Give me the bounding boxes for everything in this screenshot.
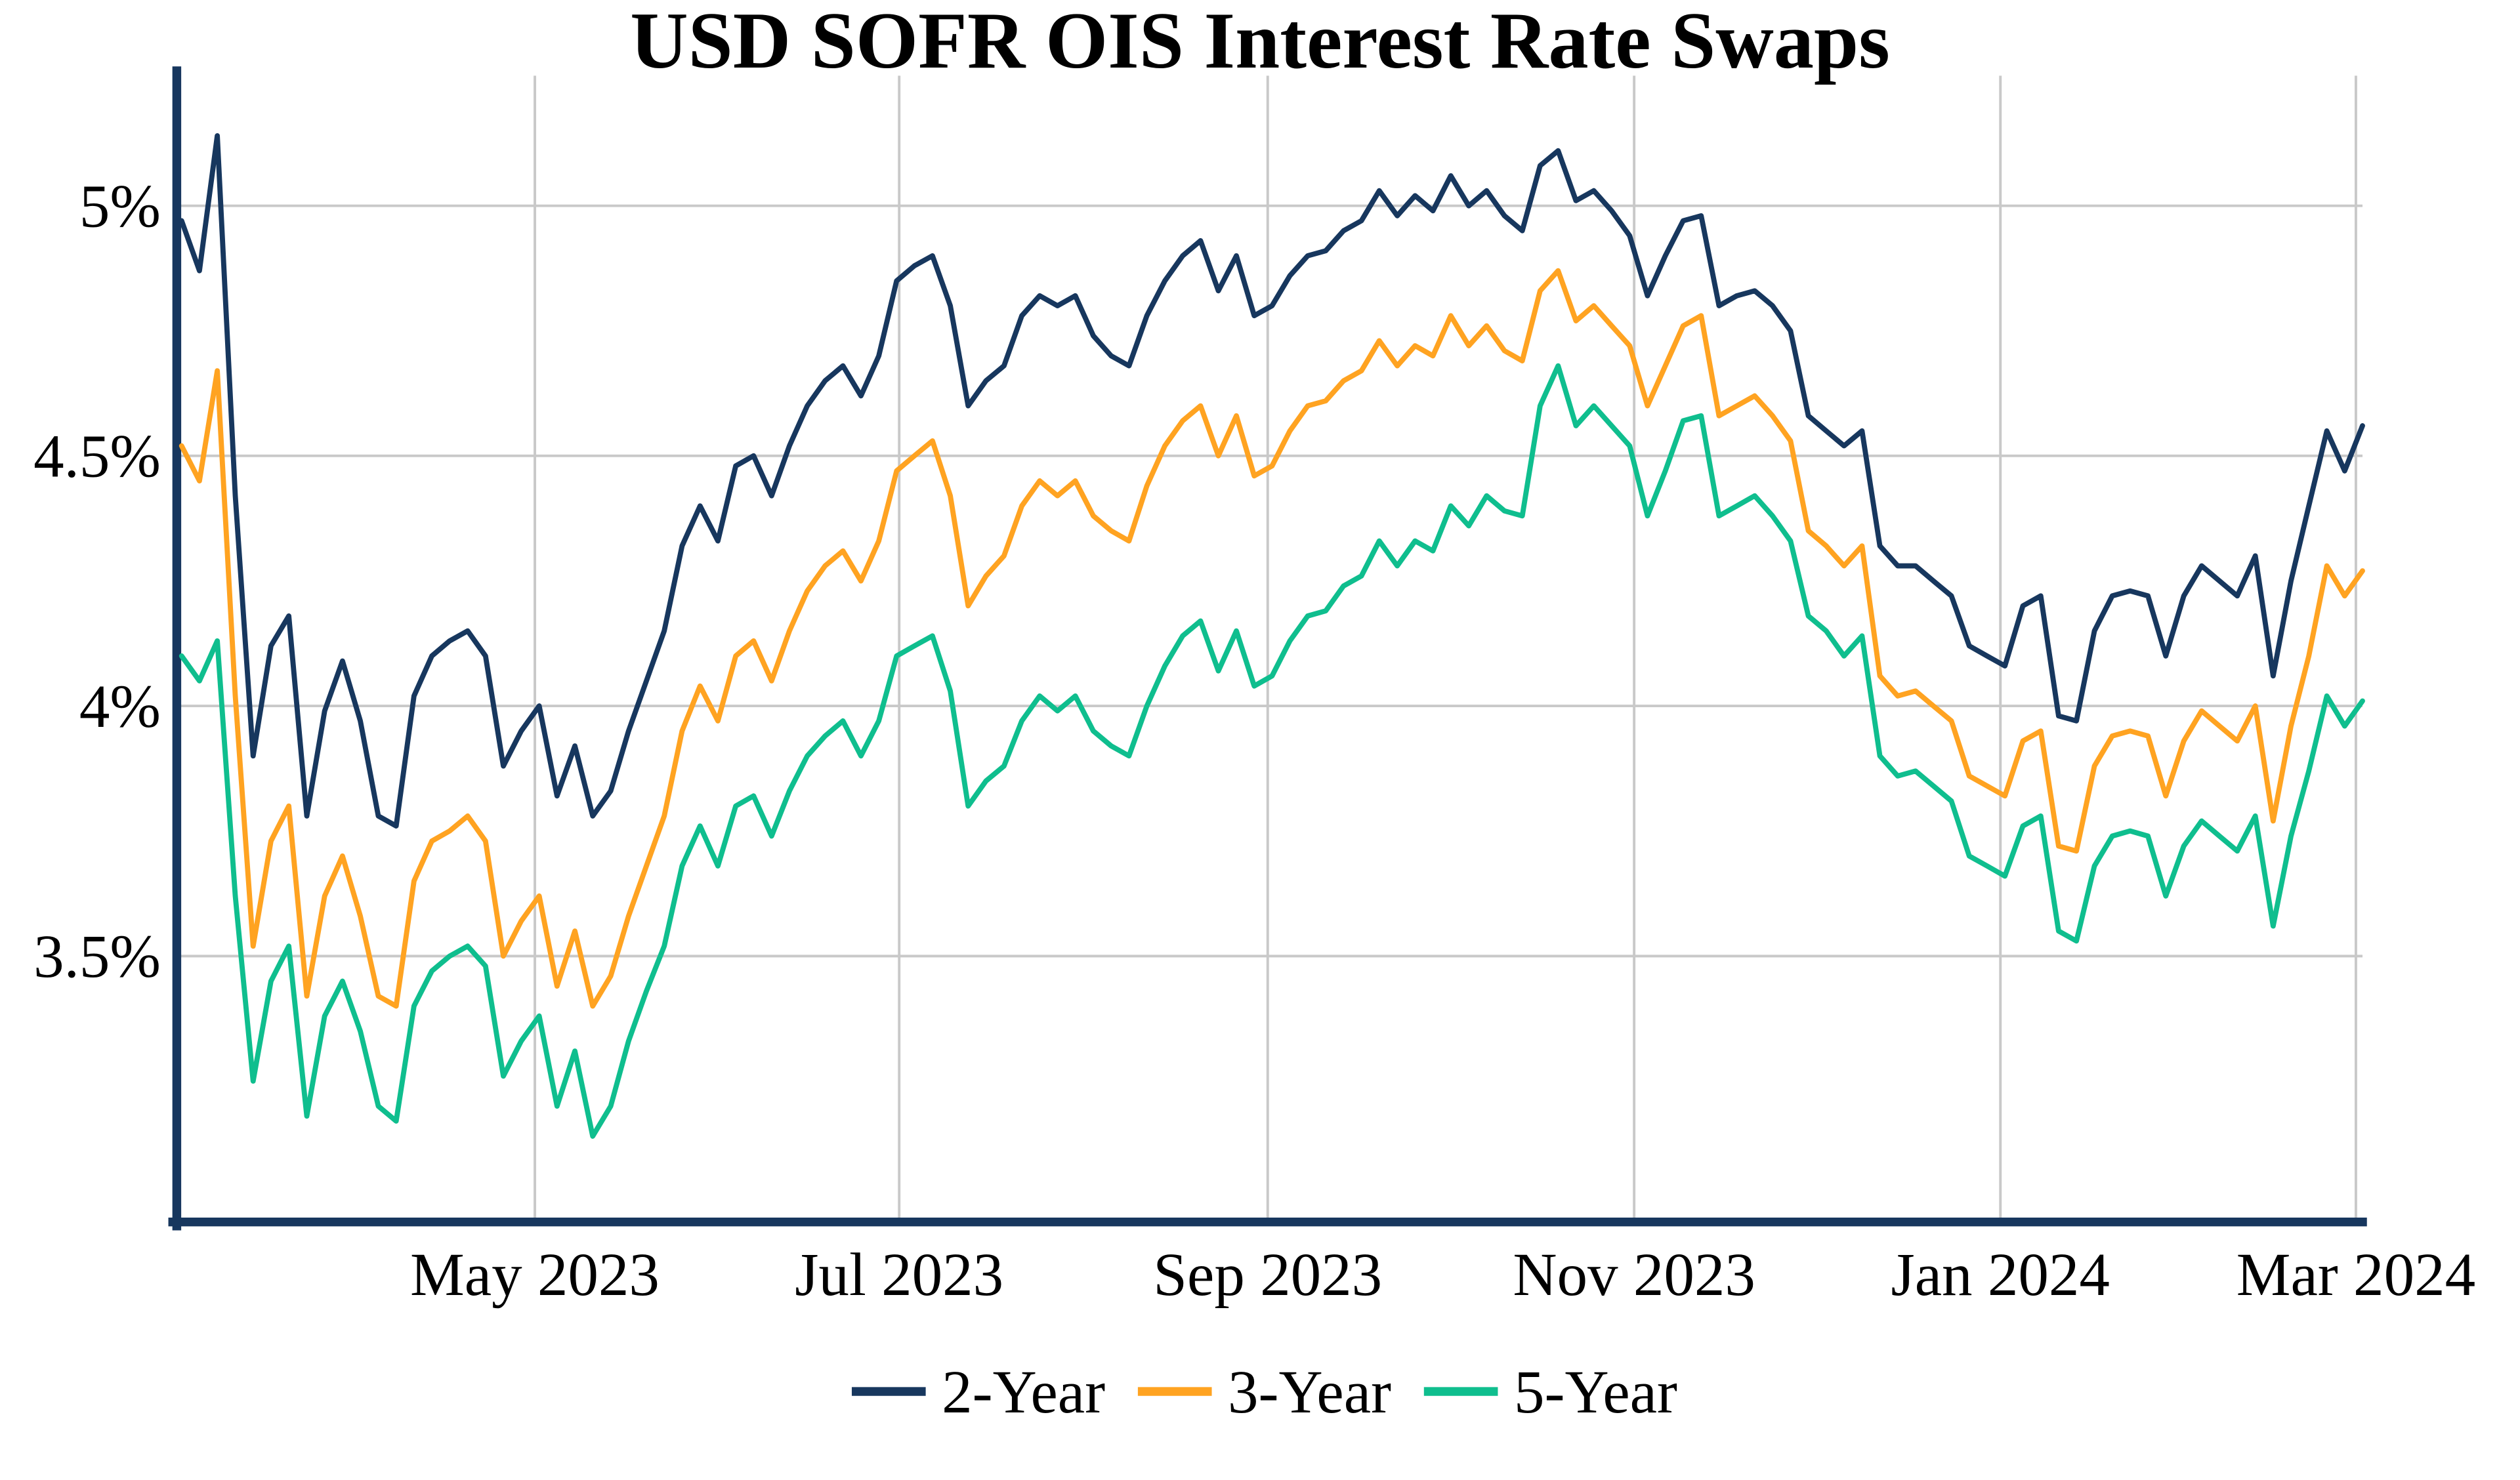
chart-title: USD SOFR OIS Interest Rate Swaps <box>630 0 1889 85</box>
series-line-3-year <box>178 268 2365 1009</box>
x-tick-label: Jul 2023 <box>795 1241 1003 1309</box>
series-line-5-year <box>178 363 2365 1139</box>
chart-legend: 2-Year 3-Year 5-Year <box>851 1359 1677 1426</box>
axis-tick-labels: 5% 4.5% 4% 3.5% May 2023 Jul 2023 Sep 2023 Nov … <box>33 173 2475 1309</box>
series-line-2-year <box>178 133 2365 829</box>
y-tick-label: 4.5% <box>33 423 161 491</box>
legend-label-5-year: 5-Year <box>1514 1359 1677 1426</box>
legend-label-3-year: 3-Year <box>1228 1359 1391 1426</box>
y-tick-label: 4% <box>79 673 161 741</box>
x-tick-label: Nov 2023 <box>1513 1241 1755 1309</box>
gridlines <box>177 75 2362 1222</box>
x-tick-label: May 2023 <box>410 1241 660 1309</box>
x-tick-label: Sep 2023 <box>1153 1241 1382 1309</box>
y-tick-label: 3.5% <box>33 923 161 991</box>
y-tick-label: 5% <box>79 173 161 241</box>
series-lines <box>178 133 2365 1139</box>
legend-label-2-year: 2-Year <box>942 1359 1105 1426</box>
x-tick-label: Jan 2024 <box>1891 1241 2110 1309</box>
x-tick-label: Mar 2024 <box>2236 1241 2475 1309</box>
